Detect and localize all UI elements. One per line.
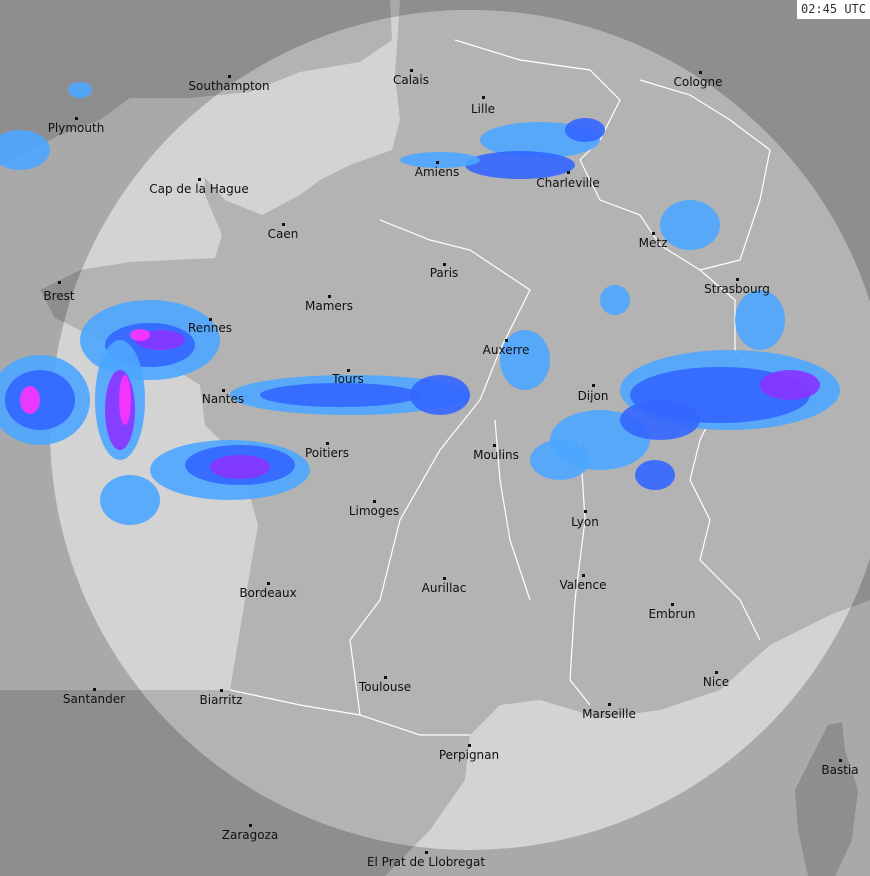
- city-dot: [493, 444, 496, 447]
- city-dot: [249, 824, 252, 827]
- city-dot: [75, 117, 78, 120]
- city-dot: [384, 676, 387, 679]
- city-dot: [652, 232, 655, 235]
- radar-echo: [635, 460, 675, 490]
- city-label: Rennes: [187, 321, 233, 335]
- city-label: Caen: [267, 227, 299, 241]
- city-label: Poitiers: [304, 446, 350, 460]
- radar-echo: [100, 475, 160, 525]
- city-label: Metz: [638, 236, 668, 250]
- city-label: Bastia: [821, 763, 859, 777]
- city-dot: [228, 75, 231, 78]
- radar-echo: [119, 375, 131, 425]
- radar-echo: [660, 200, 720, 250]
- city-label: Lyon: [571, 515, 599, 529]
- city-dot: [468, 744, 471, 747]
- city-dot: [671, 603, 674, 606]
- city-label: Nice: [702, 675, 730, 689]
- city-label: Southampton: [188, 79, 270, 93]
- city-label: Dijon: [577, 389, 609, 403]
- city-label: Zaragoza: [221, 828, 279, 842]
- city-dot: [410, 69, 413, 72]
- city-dot: [443, 577, 446, 580]
- radar-echo: [600, 285, 630, 315]
- city-label: Plymouth: [47, 121, 105, 135]
- city-dot: [567, 171, 570, 174]
- radar-echo: [620, 400, 700, 440]
- city-label: Strasbourg: [704, 282, 770, 296]
- city-dot: [482, 96, 485, 99]
- city-label: El Prat de Llobregat: [366, 855, 486, 869]
- radar-echo: [760, 370, 820, 400]
- city-label: Calais: [392, 73, 430, 87]
- city-dot: [715, 671, 718, 674]
- borders: [229, 39, 771, 736]
- radar-echo: [130, 329, 150, 341]
- radar-echo: [20, 386, 40, 414]
- radar-echoes: [0, 82, 840, 525]
- city-label: Nantes: [201, 392, 245, 406]
- radar-echo: [735, 290, 785, 350]
- city-dot: [326, 442, 329, 445]
- city-dot: [699, 71, 702, 74]
- city-label: Lille: [470, 102, 496, 116]
- city-label: Charleville: [536, 176, 600, 190]
- city-dot: [198, 178, 201, 181]
- city-dot: [222, 389, 225, 392]
- city-label: Brest: [43, 289, 75, 303]
- city-label: Aurillac: [421, 581, 467, 595]
- city-dot: [839, 759, 842, 762]
- city-label: Limoges: [348, 504, 400, 518]
- city-dot: [425, 851, 428, 854]
- city-dot: [736, 278, 739, 281]
- city-dot: [608, 703, 611, 706]
- city-label: Valence: [559, 578, 607, 592]
- city-label: Cologne: [673, 75, 723, 89]
- city-dot: [347, 369, 350, 372]
- radar-echo: [530, 440, 590, 480]
- city-dot: [582, 574, 585, 577]
- city-label: Cap de la Hague: [149, 182, 249, 196]
- city-label: Biarritz: [199, 693, 243, 707]
- radar-echo: [0, 130, 50, 170]
- city-dot: [220, 689, 223, 692]
- city-dot: [93, 688, 96, 691]
- city-dot: [373, 500, 376, 503]
- radar-echo: [465, 151, 575, 179]
- city-label: Marseille: [582, 707, 636, 721]
- city-label: Mamers: [305, 299, 353, 313]
- radar-echo: [210, 455, 270, 479]
- timestamp-label: 02:45 UTC: [796, 0, 870, 19]
- city-dot: [328, 295, 331, 298]
- city-dot: [267, 582, 270, 585]
- radar-echo: [68, 82, 92, 98]
- radar-echo: [400, 152, 480, 168]
- city-dot: [282, 223, 285, 226]
- city-label: Paris: [429, 266, 459, 280]
- radar-echo: [410, 375, 470, 415]
- radar-echo: [260, 383, 420, 407]
- city-label: Auxerre: [482, 343, 530, 357]
- city-label: Perpignan: [438, 748, 500, 762]
- radar-echo: [500, 330, 550, 390]
- city-label: Tours: [332, 372, 364, 386]
- city-dot: [584, 510, 587, 513]
- city-dot: [505, 339, 508, 342]
- radar-echo: [565, 118, 605, 142]
- city-dot: [209, 318, 212, 321]
- city-label: Moulins: [473, 448, 519, 462]
- city-dot: [592, 384, 595, 387]
- city-dot: [436, 161, 439, 164]
- city-dot: [443, 263, 446, 266]
- city-dot: [58, 281, 61, 284]
- city-label: Embrun: [648, 607, 696, 621]
- city-label: Bordeaux: [239, 586, 297, 600]
- city-label: Toulouse: [358, 680, 412, 694]
- city-label: Amiens: [414, 165, 460, 179]
- city-label: Santander: [62, 692, 126, 706]
